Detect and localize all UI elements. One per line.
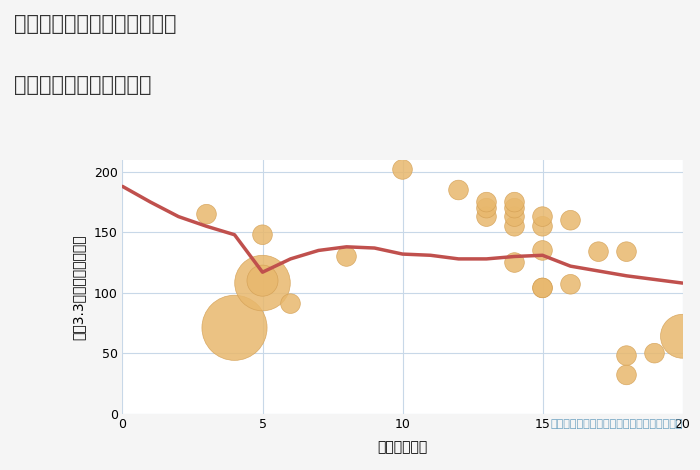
Point: [509, 259, 520, 266]
Point: [537, 284, 548, 292]
Point: [285, 300, 296, 307]
Point: [481, 204, 492, 212]
Point: [593, 248, 604, 255]
Point: [537, 222, 548, 230]
Point: [509, 198, 520, 206]
Point: [229, 324, 240, 331]
Point: [397, 166, 408, 173]
Point: [565, 281, 576, 288]
Point: [621, 352, 632, 360]
Text: 駅距離別中古戸建て価格: 駅距離別中古戸建て価格: [14, 75, 151, 95]
Text: 神奈川県相模原市緑区川尻の: 神奈川県相模原市緑区川尻の: [14, 14, 176, 34]
X-axis label: 駅距離（分）: 駅距離（分）: [377, 440, 428, 454]
Point: [453, 186, 464, 194]
Point: [677, 332, 688, 340]
Y-axis label: 坪（3.3㎡）単価（万円）: 坪（3.3㎡）単価（万円）: [71, 234, 85, 339]
Point: [537, 284, 548, 292]
Point: [257, 277, 268, 284]
Point: [481, 198, 492, 206]
Point: [509, 213, 520, 220]
Point: [341, 253, 352, 260]
Point: [201, 211, 212, 218]
Point: [509, 222, 520, 230]
Point: [257, 279, 268, 287]
Point: [481, 213, 492, 220]
Point: [565, 217, 576, 224]
Point: [509, 204, 520, 212]
Point: [537, 247, 548, 254]
Text: 円の大きさは、取引のあった物件面積を示す: 円の大きさは、取引のあった物件面積を示す: [550, 419, 682, 429]
Point: [621, 248, 632, 255]
Point: [649, 349, 660, 357]
Point: [621, 371, 632, 379]
Point: [537, 213, 548, 220]
Point: [257, 231, 268, 238]
